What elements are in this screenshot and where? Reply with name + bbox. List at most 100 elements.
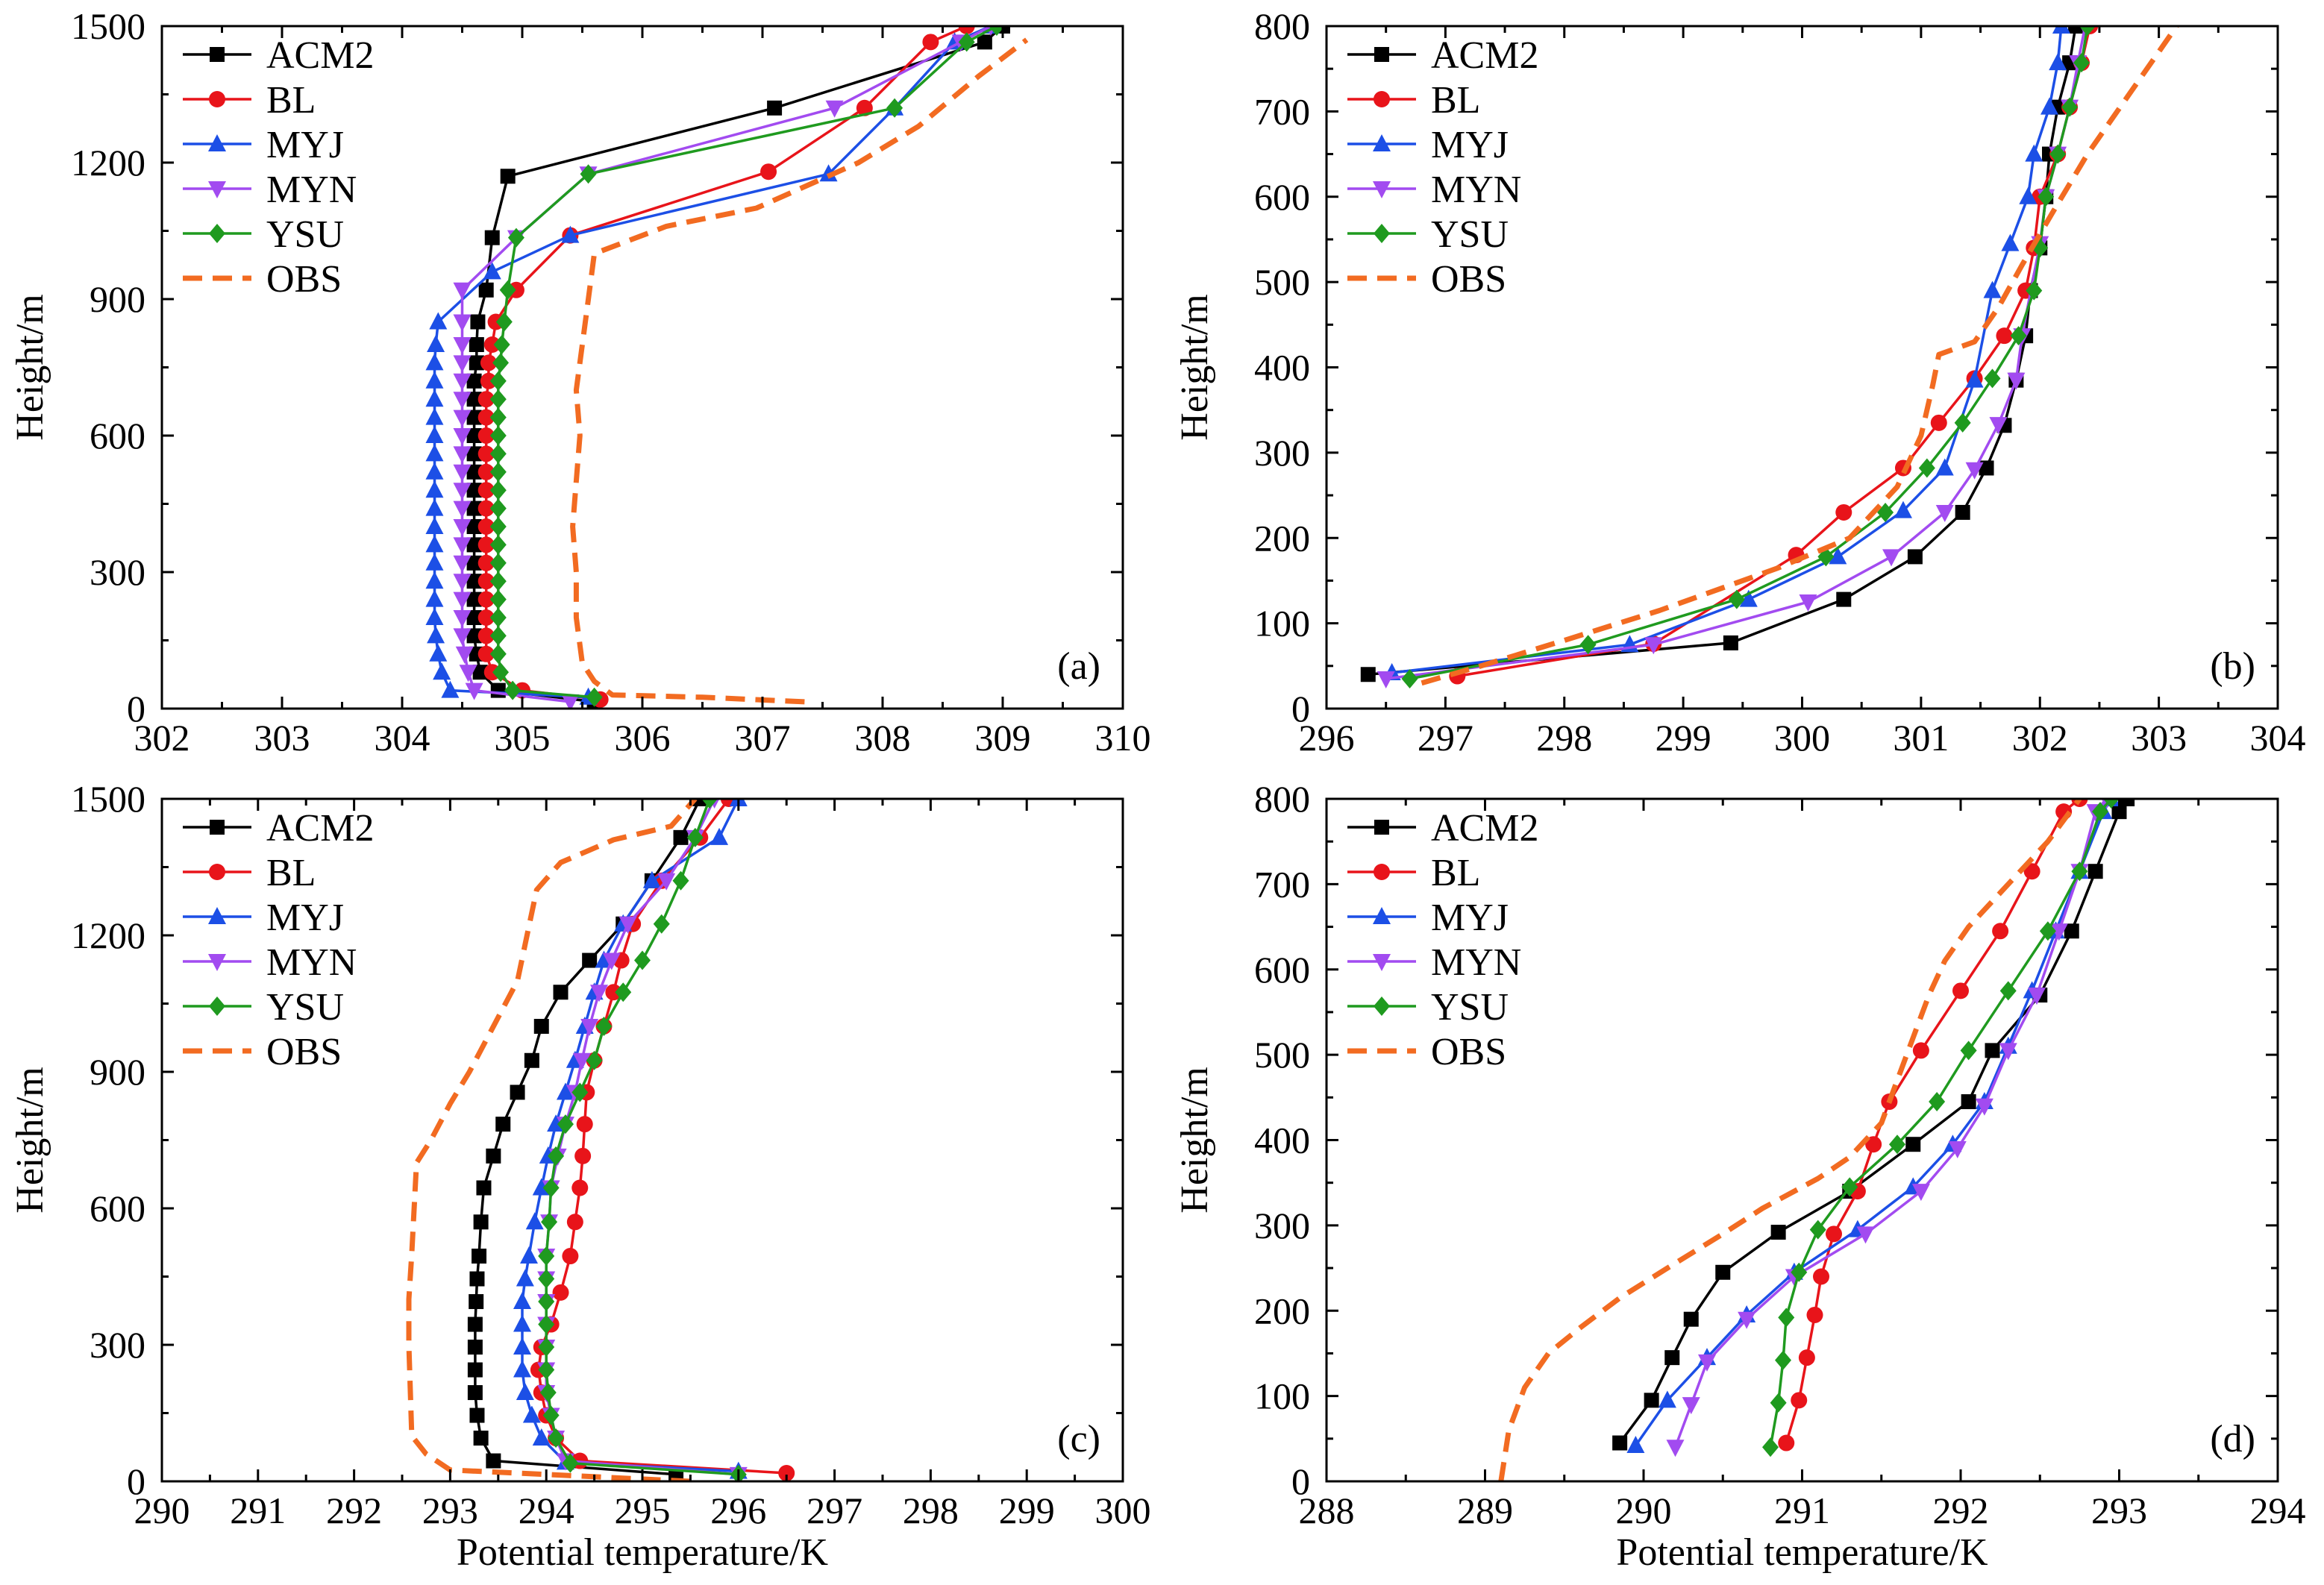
data-point-myn [453,591,472,609]
data-point-acm2 [467,1385,483,1401]
chart-panel-1: 296 297 298 299 300 301 302 303 304 0 100 200 300 400… [1174,5,2306,759]
panel-label: (a) [1057,645,1100,688]
x-tick-label: 300 [1095,1490,1151,1531]
y-tick-label: 600 [1254,949,1310,991]
data-point-ysu [489,553,507,573]
y-tick-label: 0 [127,688,145,729]
data-point-myn [657,873,676,891]
data-point-myn [453,464,472,482]
data-point-myj [1829,547,1847,565]
y-tick-label: 700 [1254,90,1310,132]
data-point-acm2 [1683,1311,1699,1327]
data-point-bl [477,445,495,462]
data-point-bl [1835,503,1852,521]
data-point-ysu [1999,981,2017,1001]
data-point-bl [1798,1349,1815,1366]
data-point-myj [513,1314,531,1332]
y-axis-title: Height/m [1174,294,1216,440]
data-point-myj [2052,26,2070,34]
legend-marker-acm2 [210,47,225,62]
y-tick-label: 600 [1254,176,1310,218]
legend-marker-bl [209,864,225,880]
data-point-bl [778,1465,795,1481]
x-tick-label: 303 [254,717,310,759]
data-point-myn [453,355,472,373]
data-point-bl [480,354,497,371]
data-point-acm2 [466,574,482,589]
data-point-acm2 [1723,635,1738,650]
data-point-myn [453,282,472,300]
data-point-ysu [1770,1393,1787,1413]
data-point-ysu [580,164,597,184]
data-point-ysu [507,227,524,248]
series-line-acm2 [1618,799,2129,1444]
legend-label: ACM2 [266,807,374,850]
data-point-ysu [958,32,975,52]
data-point-myn [1698,1354,1716,1372]
data-point-acm2 [1961,1094,1976,1110]
data-point-ysu [1954,412,1971,433]
legend-label: YSU [1431,213,1509,256]
data-point-ysu [571,1082,589,1102]
y-tick-label: 500 [1254,261,1310,303]
data-point-acm2 [2087,864,2103,879]
x-tick-label: 302 [134,717,190,759]
legend-label: YSU [266,986,344,1029]
series-line-acm2 [474,799,701,1476]
y-tick-label: 300 [1254,1205,1310,1246]
data-point-myj [1935,458,1954,476]
data-point-myn [1989,417,2008,435]
x-tick-label: 292 [326,1490,382,1531]
data-point-ysu [2026,280,2043,301]
data-point-bl [2023,863,2040,880]
legend-label: MYN [266,941,357,984]
y-axis-title: Height/m [9,1067,51,1213]
data-point-ysu [489,389,507,409]
legend-label: OBS [1431,258,1506,301]
y-tick-label: 900 [90,1051,145,1093]
data-point-bl [922,34,939,51]
data-point-bl [574,1147,592,1164]
data-point-myn [602,952,621,970]
data-point-myn [453,392,472,409]
data-point-myj [425,480,444,498]
series-line-myj [521,799,740,1473]
data-point-myn [1965,462,1984,480]
legend-label: ACM2 [1431,34,1538,77]
data-point-bl [477,463,495,480]
data-point-bl [477,627,495,644]
data-point-myn [453,610,472,627]
data-point-myj [522,1405,541,1423]
data-point-acm2 [1612,1435,1628,1451]
data-point-bl [1930,414,1947,431]
data-point-myn [453,483,472,500]
data-point-acm2 [469,1407,485,1423]
data-point-myj [1739,589,1758,607]
x-tick-label: 305 [495,717,551,759]
data-point-acm2 [466,464,482,480]
legend-marker-acm2 [1374,820,1389,835]
data-point-bl [571,1179,589,1196]
plot-area [425,26,1029,709]
data-point-myn [618,916,637,934]
data-point-acm2 [495,1117,511,1132]
data-point-ysu [2010,326,2027,346]
data-point-acm2 [467,1340,483,1355]
chart-panel-3: 288 289 290 291 292 293 294 0 100 200 300 400 500 600… [1174,778,2306,1574]
y-axis-title: Height/m [1174,1067,1216,1213]
data-point-ysu [504,680,522,700]
data-point-acm2 [1664,1350,1680,1366]
series-line-myj [433,26,992,699]
data-point-ysu [562,1453,579,1473]
data-point-myj [1983,280,2002,298]
data-point-bl [477,518,495,535]
data-point-ysu [489,498,507,518]
data-point-acm2 [472,1249,487,1264]
data-point-ysu [541,1212,558,1232]
data-point-myj [819,164,838,182]
data-point-bl [477,536,495,553]
data-point-ysu [686,827,704,847]
data-point-bl [477,409,495,426]
y-tick-label: 400 [1254,347,1310,389]
